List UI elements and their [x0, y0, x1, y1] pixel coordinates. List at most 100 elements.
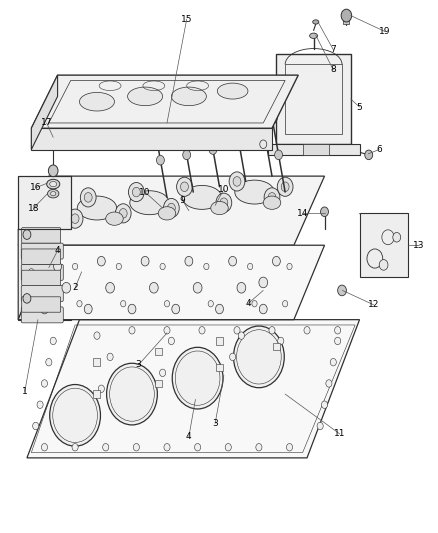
Circle shape — [378, 260, 387, 270]
Circle shape — [159, 263, 165, 270]
Circle shape — [334, 337, 340, 345]
Polygon shape — [31, 128, 272, 150]
Circle shape — [329, 359, 336, 366]
Circle shape — [320, 207, 328, 216]
Circle shape — [277, 177, 292, 196]
Circle shape — [163, 327, 170, 334]
Circle shape — [41, 379, 47, 387]
Polygon shape — [18, 176, 49, 320]
Text: 12: 12 — [367, 300, 378, 309]
Polygon shape — [18, 176, 71, 229]
Circle shape — [37, 401, 43, 408]
Circle shape — [337, 285, 346, 296]
Circle shape — [180, 182, 188, 191]
Circle shape — [198, 327, 205, 334]
Circle shape — [41, 443, 47, 451]
Ellipse shape — [77, 196, 117, 220]
Circle shape — [148, 117, 159, 130]
Circle shape — [334, 327, 340, 334]
Circle shape — [23, 294, 31, 303]
Text: 4: 4 — [55, 246, 60, 255]
Circle shape — [215, 304, 223, 314]
Text: 10: 10 — [139, 188, 151, 197]
Circle shape — [40, 304, 48, 314]
Circle shape — [28, 269, 34, 275]
Circle shape — [171, 304, 179, 314]
Circle shape — [228, 256, 236, 266]
Circle shape — [163, 198, 179, 217]
Circle shape — [203, 263, 208, 270]
Circle shape — [316, 422, 322, 430]
Circle shape — [141, 256, 149, 266]
Circle shape — [167, 203, 175, 213]
Circle shape — [281, 182, 288, 191]
Circle shape — [106, 364, 157, 425]
Circle shape — [33, 301, 38, 307]
FancyBboxPatch shape — [21, 307, 63, 323]
Text: 11: 11 — [333, 430, 345, 439]
Polygon shape — [276, 54, 350, 144]
Text: 10: 10 — [218, 185, 229, 194]
Circle shape — [84, 192, 92, 202]
Circle shape — [321, 401, 327, 408]
Polygon shape — [18, 176, 324, 245]
Circle shape — [102, 443, 109, 451]
Circle shape — [176, 177, 192, 196]
FancyBboxPatch shape — [21, 270, 60, 286]
Circle shape — [53, 262, 61, 271]
Ellipse shape — [106, 212, 123, 225]
FancyBboxPatch shape — [21, 249, 60, 264]
Ellipse shape — [182, 185, 221, 209]
Ellipse shape — [127, 87, 162, 106]
Circle shape — [261, 134, 269, 144]
Ellipse shape — [309, 33, 317, 38]
FancyBboxPatch shape — [21, 228, 60, 243]
Ellipse shape — [130, 191, 169, 215]
Circle shape — [115, 204, 131, 223]
Circle shape — [264, 188, 279, 207]
Circle shape — [247, 263, 252, 270]
Circle shape — [50, 337, 56, 345]
Circle shape — [194, 443, 200, 451]
Circle shape — [251, 301, 257, 307]
Polygon shape — [343, 20, 349, 24]
Polygon shape — [302, 144, 328, 155]
Text: 1: 1 — [22, 387, 28, 396]
Circle shape — [94, 332, 100, 340]
Text: 17: 17 — [41, 118, 52, 127]
Circle shape — [255, 443, 261, 451]
Ellipse shape — [79, 92, 114, 111]
Circle shape — [174, 111, 185, 124]
Text: 7: 7 — [330, 45, 336, 54]
Circle shape — [303, 327, 309, 334]
Text: 13: 13 — [412, 241, 424, 250]
Circle shape — [84, 304, 92, 314]
Circle shape — [128, 182, 144, 201]
Ellipse shape — [210, 201, 228, 215]
Circle shape — [208, 301, 213, 307]
Circle shape — [107, 353, 113, 361]
Circle shape — [149, 282, 158, 293]
Circle shape — [120, 301, 126, 307]
Text: 15: 15 — [180, 15, 192, 24]
Text: 4: 4 — [244, 299, 250, 308]
Text: 6: 6 — [375, 145, 381, 154]
Circle shape — [364, 150, 372, 160]
Circle shape — [215, 193, 231, 212]
Ellipse shape — [46, 179, 60, 189]
Circle shape — [72, 263, 78, 270]
Circle shape — [49, 384, 100, 446]
FancyBboxPatch shape — [272, 343, 279, 350]
Text: 3: 3 — [135, 360, 141, 369]
Circle shape — [229, 172, 244, 191]
FancyBboxPatch shape — [21, 286, 63, 302]
Ellipse shape — [312, 20, 318, 24]
Polygon shape — [18, 245, 324, 320]
FancyBboxPatch shape — [93, 359, 100, 366]
Circle shape — [229, 353, 235, 361]
Circle shape — [23, 230, 31, 239]
Text: 14: 14 — [296, 209, 307, 218]
Ellipse shape — [234, 180, 274, 204]
Circle shape — [184, 256, 192, 266]
Circle shape — [253, 95, 264, 108]
